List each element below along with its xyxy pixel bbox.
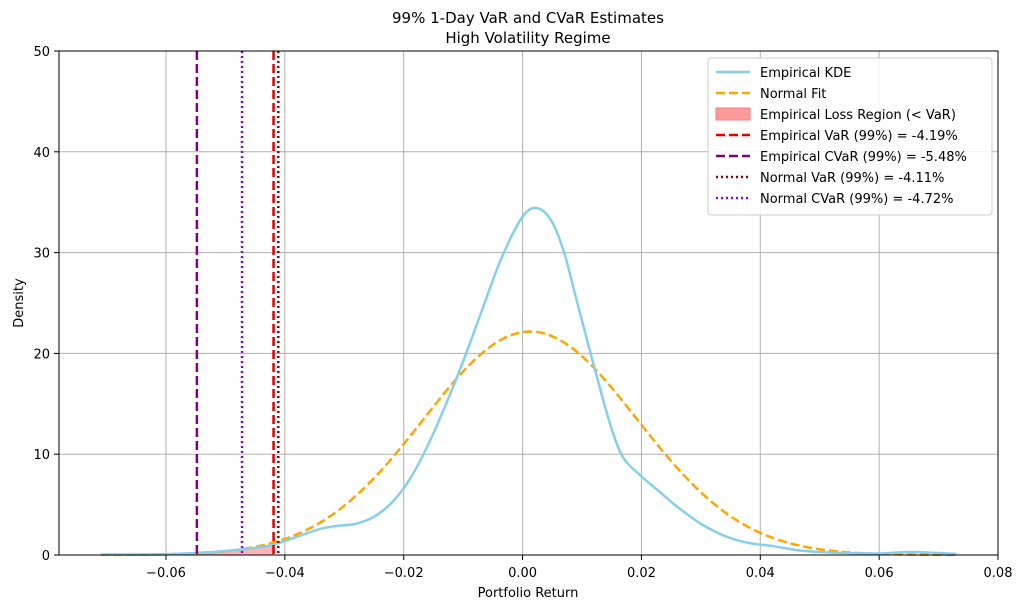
y-tick-label: 50 [33, 45, 50, 60]
legend-label: Normal Fit [760, 87, 826, 102]
y-tick-label: 40 [33, 146, 50, 161]
legend-label: Empirical CVaR (99%) = -5.48% [760, 150, 967, 165]
y-tick-label: 0 [42, 549, 50, 564]
chart-title: 99% 1-Day VaR and CVaR Estimates [392, 9, 664, 27]
x-tick-label: 0.00 [508, 566, 537, 581]
x-tick-label: 0.02 [627, 566, 656, 581]
legend-label: Empirical KDE [760, 66, 851, 81]
series-layer [100, 206, 957, 557]
x-axis-ticks: −0.06 −0.04 −0.02 0.00 0.02 0.04 0.06 0.08 [146, 555, 1012, 581]
shaded-region-layer [100, 544, 274, 555]
empirical-kde-line [100, 206, 957, 556]
legend-label: Normal VaR (99%) = -4.11% [760, 171, 944, 186]
legend-label: Empirical VaR (99%) = -4.19% [760, 129, 958, 144]
y-tick-label: 10 [33, 448, 50, 463]
legend-box [707, 57, 993, 216]
x-tick-label: 0.04 [746, 566, 775, 581]
normal-fit-line [100, 330, 957, 557]
y-axis-title: Density [12, 278, 27, 328]
vertical-lines-layer [195, 51, 280, 555]
x-tick-label: 0.06 [865, 566, 894, 581]
x-axis-title: Portfolio Return [478, 586, 579, 601]
chart-subtitle: High Volatility Regime [445, 29, 610, 47]
loss-region-fill [100, 544, 274, 555]
x-tick-label: 0.08 [984, 566, 1013, 581]
x-tick-label: −0.04 [265, 566, 305, 581]
legend: Empirical KDE Normal Fit Empirical Loss Re… [707, 57, 993, 216]
legend-label: Empirical Loss Region (< VaR) [760, 108, 956, 123]
plot-frame [58, 50, 999, 556]
y-tick-label: 30 [33, 247, 50, 262]
legend-swatch [715, 107, 751, 121]
legend-label: Normal CVaR (99%) = -4.72% [760, 192, 953, 207]
y-tick-label: 20 [33, 347, 50, 362]
y-axis-ticks: 0 10 20 30 40 50 [33, 45, 59, 564]
x-tick-label: −0.02 [384, 566, 424, 581]
x-tick-label: −0.06 [146, 566, 186, 581]
